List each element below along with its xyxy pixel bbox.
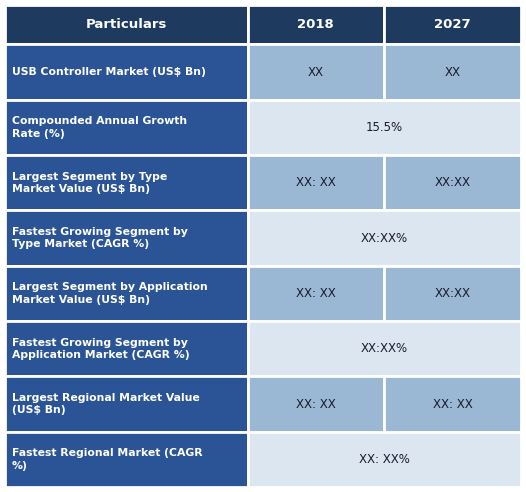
FancyBboxPatch shape	[248, 432, 521, 487]
Text: XX:XX%: XX:XX%	[361, 232, 408, 245]
FancyBboxPatch shape	[384, 5, 521, 44]
Text: Fastest Growing Segment by
Application Market (CAGR %): Fastest Growing Segment by Application M…	[12, 338, 190, 360]
Text: Particulars: Particulars	[86, 18, 167, 31]
FancyBboxPatch shape	[5, 5, 248, 44]
Text: Compounded Annual Growth
Rate (%): Compounded Annual Growth Rate (%)	[12, 116, 187, 139]
Text: XX: XX: XX: XX	[296, 398, 336, 411]
FancyBboxPatch shape	[5, 266, 248, 321]
FancyBboxPatch shape	[248, 100, 521, 155]
Text: XX:XX%: XX:XX%	[361, 342, 408, 355]
FancyBboxPatch shape	[248, 5, 384, 44]
Text: XX:XX: XX:XX	[434, 287, 470, 300]
FancyBboxPatch shape	[384, 155, 521, 211]
Text: XX:XX: XX:XX	[434, 176, 470, 189]
FancyBboxPatch shape	[248, 321, 521, 376]
FancyBboxPatch shape	[5, 432, 248, 487]
FancyBboxPatch shape	[248, 376, 384, 432]
Text: 15.5%: 15.5%	[366, 121, 403, 134]
FancyBboxPatch shape	[248, 44, 384, 100]
FancyBboxPatch shape	[5, 155, 248, 211]
FancyBboxPatch shape	[5, 321, 248, 376]
FancyBboxPatch shape	[5, 44, 248, 100]
FancyBboxPatch shape	[384, 44, 521, 100]
Text: 2018: 2018	[298, 18, 334, 31]
Text: XX: XX: XX: XX	[296, 176, 336, 189]
Text: XX: XX: XX: XX	[296, 287, 336, 300]
Text: Fastest Growing Segment by
Type Market (CAGR %): Fastest Growing Segment by Type Market (…	[12, 227, 188, 249]
Text: XX: XX	[444, 65, 460, 79]
Text: XX: XX%: XX: XX%	[359, 453, 410, 466]
FancyBboxPatch shape	[248, 155, 384, 211]
Text: XX: XX	[308, 65, 324, 79]
FancyBboxPatch shape	[5, 376, 248, 432]
FancyBboxPatch shape	[248, 266, 384, 321]
FancyBboxPatch shape	[384, 266, 521, 321]
FancyBboxPatch shape	[248, 211, 521, 266]
Text: Largest Segment by Application
Market Value (US$ Bn): Largest Segment by Application Market Va…	[12, 282, 208, 305]
Text: Largest Regional Market Value
(US$ Bn): Largest Regional Market Value (US$ Bn)	[12, 393, 200, 415]
Text: Fastest Regional Market (CAGR
%): Fastest Regional Market (CAGR %)	[12, 448, 203, 471]
FancyBboxPatch shape	[5, 100, 248, 155]
FancyBboxPatch shape	[384, 376, 521, 432]
Text: 2027: 2027	[434, 18, 471, 31]
Text: Largest Segment by Type
Market Value (US$ Bn): Largest Segment by Type Market Value (US…	[12, 172, 167, 194]
FancyBboxPatch shape	[5, 211, 248, 266]
Text: USB Controller Market (US$ Bn): USB Controller Market (US$ Bn)	[12, 67, 206, 77]
Text: XX: XX: XX: XX	[432, 398, 472, 411]
